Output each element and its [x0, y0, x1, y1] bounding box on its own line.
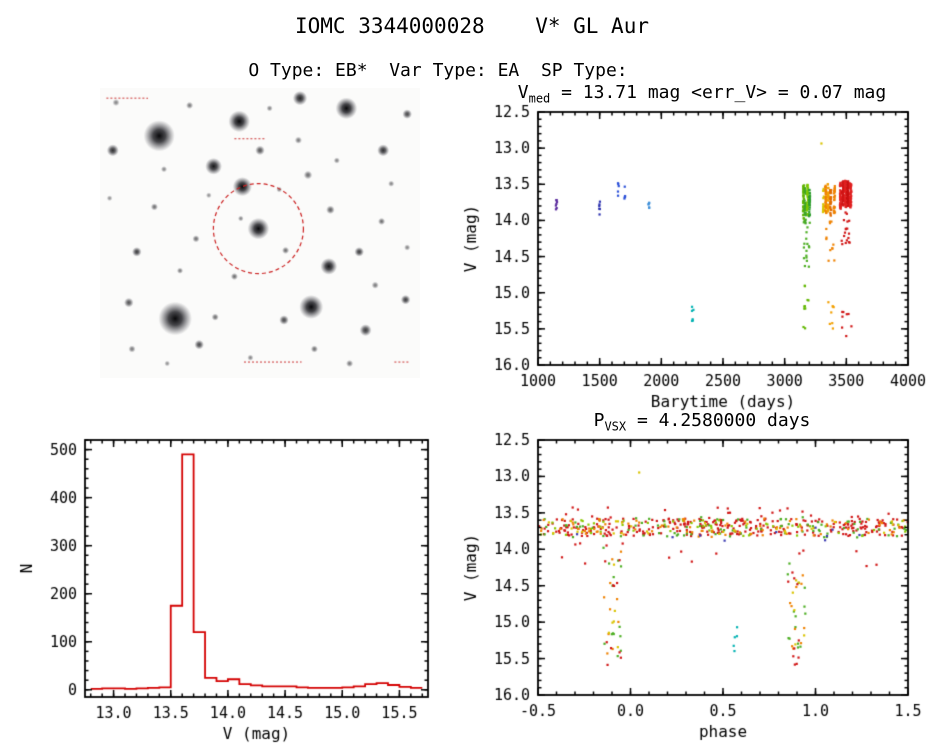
vmed-value-text: = 13.71 mag <err_V> = 0.07 mag [550, 82, 887, 103]
period-subscript: VSX [604, 419, 627, 434]
phase-title: PVSX = 4.2580000 days [460, 410, 944, 434]
magnitude-histogram-plot [12, 425, 452, 747]
period-value-text: = 4.2580000 days [626, 410, 811, 431]
page-title: IOMC 3344000028 V* GL Aur [294, 14, 649, 38]
page-subtitle: O Type: EB* Var Type: EA SP Type: [248, 60, 628, 81]
finder-chart-image [100, 88, 420, 378]
lightcurve-plot [460, 104, 944, 416]
vmed-subscript: med [528, 91, 551, 106]
lightcurve-title: Vmed = 13.71 mag <err_V> = 0.07 mag [460, 82, 944, 106]
period-symbol: P [593, 410, 605, 431]
phase-folded-plot [460, 432, 944, 744]
vmed-symbol: V [517, 82, 529, 103]
